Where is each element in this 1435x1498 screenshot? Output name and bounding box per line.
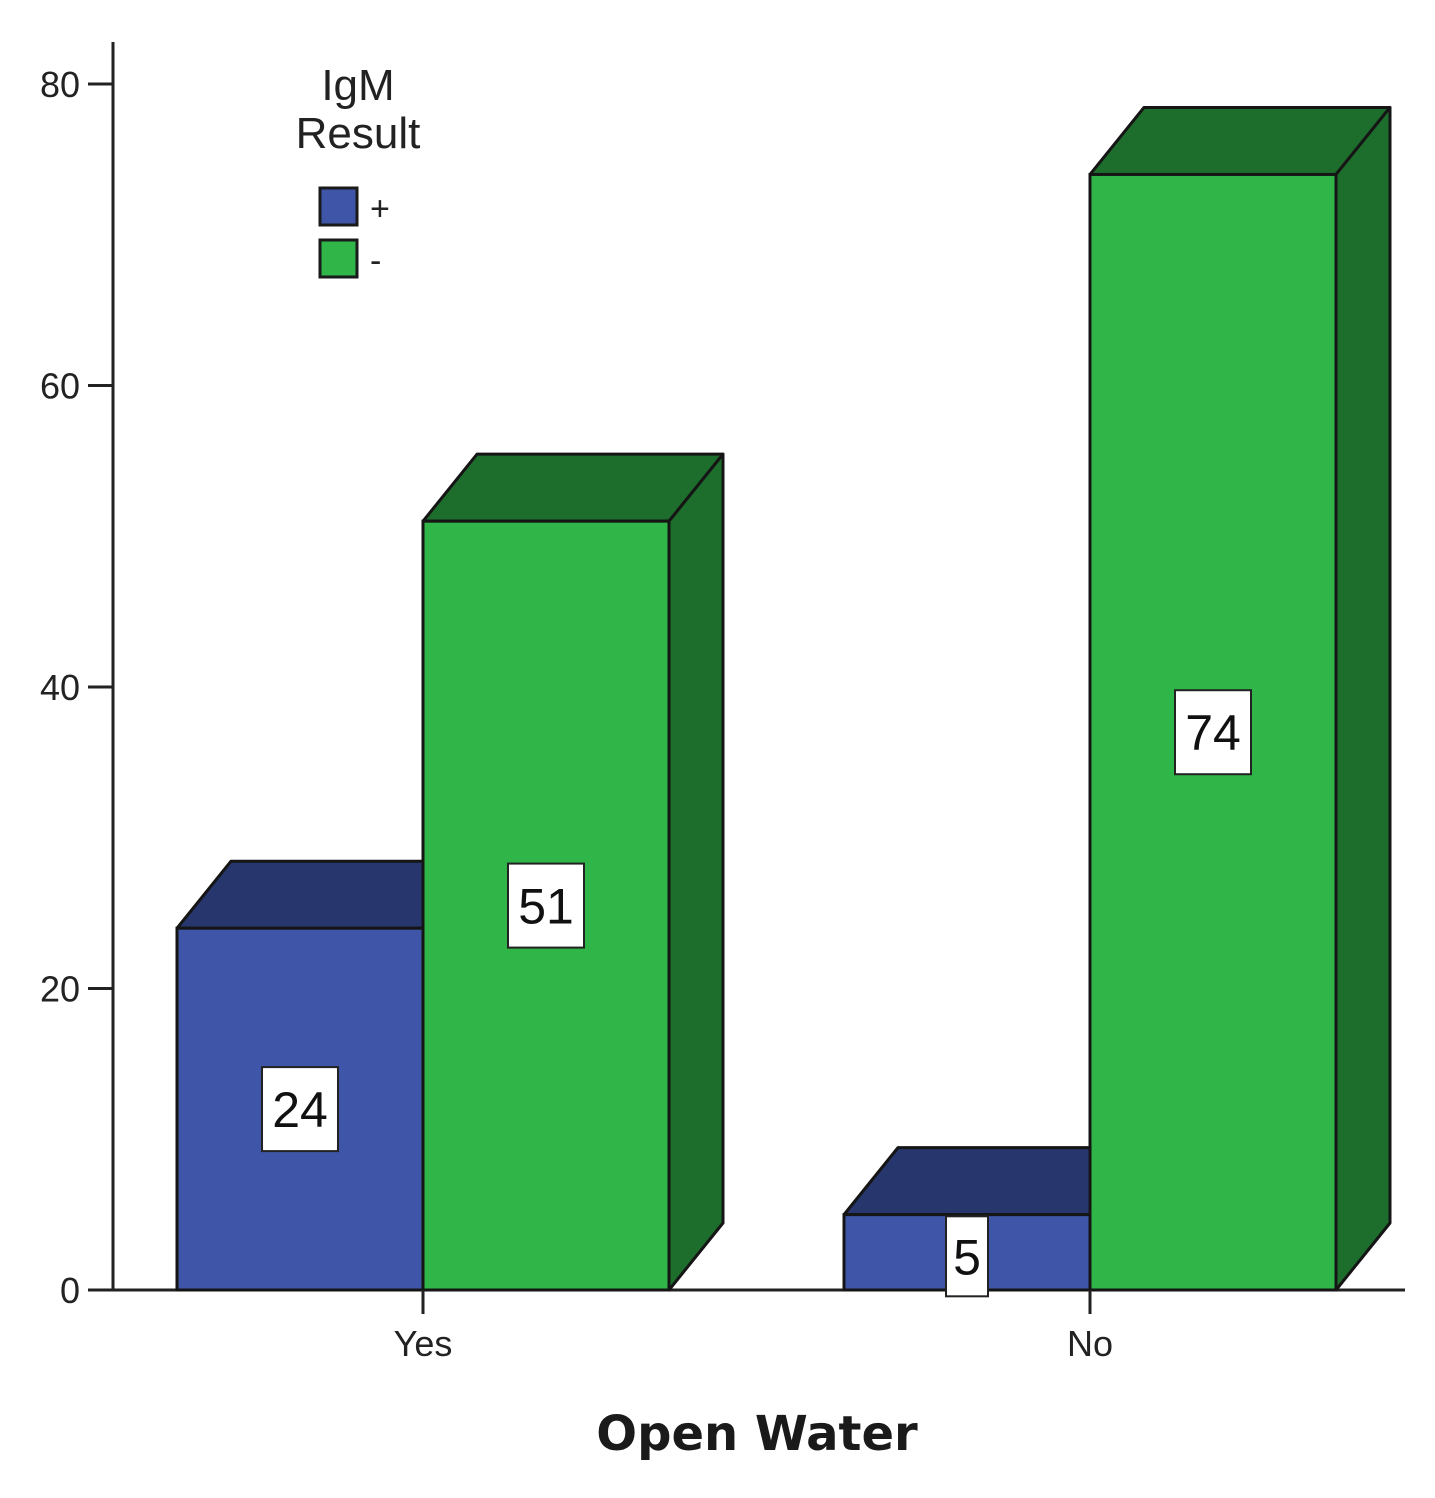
data-label: 51 bbox=[518, 879, 574, 935]
y-tick-label: 20 bbox=[40, 969, 80, 1010]
data-label-group: 24 51 5 74 bbox=[261, 689, 1252, 1298]
x-tick-label: Yes bbox=[394, 1323, 453, 1364]
y-tick-group: 0 20 40 60 80 bbox=[40, 64, 113, 1311]
data-label: 24 bbox=[272, 1082, 328, 1138]
legend-swatch-minus bbox=[318, 238, 359, 279]
data-label-box bbox=[1174, 689, 1252, 776]
x-tick-group: Yes No bbox=[394, 1290, 1113, 1364]
y-tick-label: 0 bbox=[60, 1270, 80, 1311]
y-tick-label: 60 bbox=[40, 366, 80, 407]
bar-side-face bbox=[1334, 105, 1392, 1292]
data-label: 74 bbox=[1185, 705, 1241, 761]
x-axis-title: Open Water bbox=[596, 1406, 918, 1462]
legend-title-line2: Result bbox=[296, 109, 421, 158]
data-label-box bbox=[507, 862, 585, 949]
bar-side-face bbox=[667, 452, 725, 1292]
legend-label-plus: + bbox=[370, 190, 390, 228]
x-tick-label: No bbox=[1067, 1323, 1113, 1364]
data-label: 5 bbox=[953, 1229, 981, 1285]
data-label-box bbox=[945, 1215, 989, 1298]
legend: IgM Result + - bbox=[296, 61, 421, 280]
y-tick-label: 40 bbox=[40, 667, 80, 708]
y-tick-label: 80 bbox=[40, 64, 80, 105]
legend-title-line1: IgM bbox=[321, 61, 394, 110]
legend-label-minus: - bbox=[370, 242, 381, 280]
legend-swatch-plus bbox=[318, 186, 359, 227]
data-label-box bbox=[261, 1066, 339, 1153]
